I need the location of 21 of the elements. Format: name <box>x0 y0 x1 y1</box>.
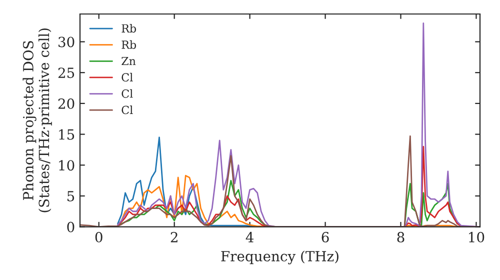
legend-label: Zn <box>122 56 136 66</box>
y-tick-label: 5 <box>67 191 74 202</box>
x-tick-label: 8 <box>397 232 404 242</box>
x-tick-label: 6 <box>322 232 329 242</box>
legend-label: Cl <box>122 89 133 98</box>
y-tick-label: 25 <box>58 68 74 78</box>
y-tick-label: 15 <box>59 129 74 140</box>
y-axis-title: Phonon projected DOS (States/THz·primitive cell) <box>22 28 52 212</box>
y-tick-label: 10 <box>59 160 74 171</box>
x-tick-label: 4 <box>246 232 254 242</box>
legend-label: Rb <box>122 40 136 49</box>
legend-label: Cl <box>122 72 133 82</box>
y-tick-label: 20 <box>58 98 74 109</box>
x-tick-label: 2 <box>170 232 178 242</box>
x-tick-label: 10 <box>469 232 484 242</box>
y-tick-label: 30 <box>58 36 74 48</box>
x-axis-title: Frequency (THz) <box>221 250 338 264</box>
x-tick-label: 0 <box>95 232 102 242</box>
y-tick-label: 0 <box>67 222 74 232</box>
legend-label: Cl <box>122 106 133 114</box>
legend-label: Rb <box>122 24 136 33</box>
